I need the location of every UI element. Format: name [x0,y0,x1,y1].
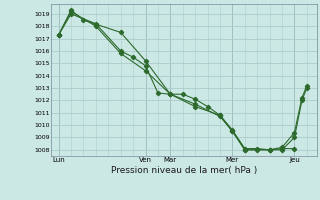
X-axis label: Pression niveau de la mer( hPa ): Pression niveau de la mer( hPa ) [111,166,257,175]
